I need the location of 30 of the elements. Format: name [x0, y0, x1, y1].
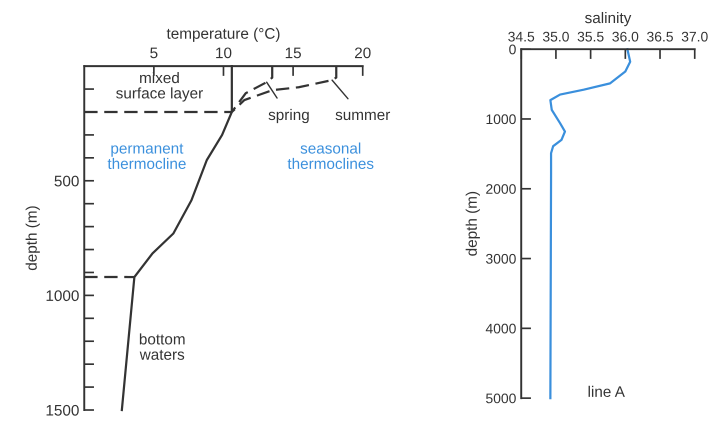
- x-tick-label: 35.0: [542, 32, 569, 42]
- x-tick-label: 5: [150, 48, 158, 58]
- y-tick-label: 2000: [486, 184, 516, 194]
- y-axis-title: depth (m): [26, 206, 40, 270]
- y-tick-label: 0: [509, 44, 516, 54]
- y-tick-label: 1000: [46, 290, 79, 302]
- x-tick-label: 20: [354, 47, 371, 58]
- annotation: bottom waters: [140, 333, 185, 360]
- x-tick-label: 35.5: [578, 32, 604, 42]
- y-tick-label: 1500: [46, 404, 79, 416]
- x-axis-title: salinity: [585, 12, 632, 26]
- annotation: summer: [336, 112, 390, 120]
- x-tick-label: 36.0: [612, 32, 638, 42]
- y-tick-label: 500: [54, 176, 79, 186]
- x-tick-label: 34.5: [508, 32, 534, 42]
- y-tick-label: 4000: [486, 324, 516, 334]
- x-tick-label: 10: [216, 47, 232, 58]
- annotation: spring: [268, 108, 309, 124]
- y-tick-label: 1000: [486, 114, 516, 124]
- y-axis-title: depth (m): [466, 192, 480, 256]
- y-tick-label: 3000: [486, 254, 516, 264]
- y-tick-label: 5000: [486, 393, 516, 404]
- annotation: seasonal thermoclines: [288, 142, 374, 170]
- annotation: line A: [588, 386, 625, 398]
- x-axis-title: temperature (°C): [166, 28, 280, 42]
- x-tick-label: 37.0: [682, 32, 708, 42]
- x-tick-label: 15: [286, 48, 301, 58]
- x-tick-label: 36.5: [647, 32, 673, 42]
- annotation: permanent thermocline: [108, 144, 186, 170]
- annotation: mixed surface layer: [116, 72, 203, 102]
